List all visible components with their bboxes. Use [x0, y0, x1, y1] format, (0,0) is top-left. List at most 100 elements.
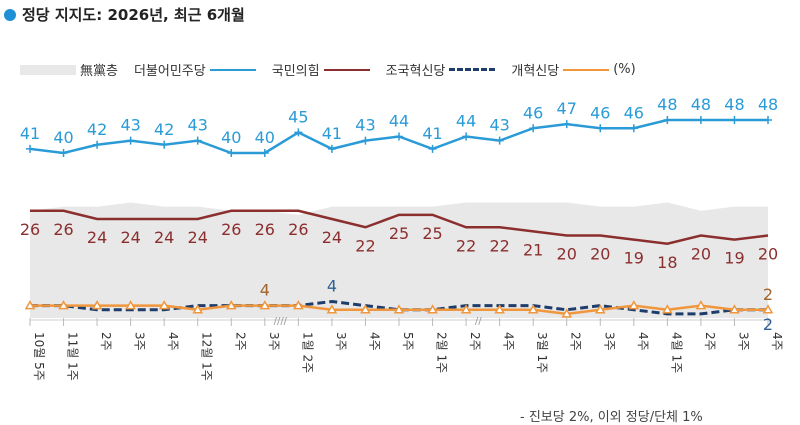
data-label: 4 [260, 281, 270, 300]
axis-break: // [475, 316, 482, 327]
data-label: 47 [557, 99, 577, 118]
legend-label: 조국혁신당 [385, 64, 446, 79]
data-label: 43 [355, 116, 375, 135]
legend-label: 無黨층 [80, 64, 118, 79]
data-label: 45 [288, 107, 308, 126]
area-no-party [30, 202, 768, 318]
legend-label: 개혁신당 [511, 64, 560, 79]
data-point [91, 300, 103, 310]
data-label: 24 [154, 228, 174, 247]
data-label: 46 [624, 103, 644, 122]
x-tick-label: 2주 [703, 332, 717, 351]
x-tick-label: 3주 [334, 332, 348, 351]
data-label: 48 [758, 95, 778, 114]
data-label: 25 [422, 224, 442, 243]
data-label: 44 [456, 112, 476, 131]
data-point [192, 304, 204, 314]
x-tick-label: 3주 [736, 332, 750, 351]
series-line-3 [30, 299, 768, 316]
data-label: 24 [120, 228, 140, 247]
data-point [662, 304, 673, 314]
data-point [494, 304, 505, 314]
legend-swatch [449, 68, 496, 71]
data-point [393, 304, 405, 314]
data-point [158, 300, 170, 310]
data-label: 24 [188, 228, 208, 247]
data-label: 46 [590, 103, 610, 122]
data-label: 41 [322, 124, 342, 143]
data-label: 19 [724, 249, 744, 268]
series-line-2 [30, 209, 769, 246]
data-point [26, 144, 34, 153]
x-tick-label: 3주 [267, 332, 281, 351]
data-point [294, 128, 303, 137]
data-point [360, 304, 371, 314]
data-label: 48 [724, 95, 744, 114]
legend-swatch [20, 64, 76, 75]
data-label: 43 [489, 116, 509, 135]
legend-item: 국민의힘 [272, 60, 370, 79]
data-label: 26 [20, 220, 40, 239]
x-tick-label: 10월 5주 [32, 332, 46, 381]
legend-item: 조국혁신당 [386, 60, 496, 79]
legend-swatch [209, 68, 256, 71]
data-label: 26 [53, 220, 73, 239]
legend-swatch [323, 68, 370, 71]
x-tick-label: 3월 1주 [535, 332, 549, 373]
data-label: 48 [657, 95, 677, 114]
x-tick-label: 4주 [770, 332, 784, 351]
data-point [561, 308, 573, 318]
data-point [460, 304, 472, 314]
data-point [395, 132, 403, 141]
data-label: 26 [255, 220, 275, 239]
data-label: 19 [624, 249, 644, 268]
x-tick-label: 1월 2주 [300, 332, 314, 373]
data-point [193, 136, 202, 145]
data-point [663, 116, 672, 124]
title-text: 정당 지지도: 2026년, 최근 6개월 [22, 6, 245, 24]
x-tick-label: 2주 [569, 332, 583, 351]
data-label: 21 [523, 240, 543, 259]
data-point [327, 144, 336, 153]
data-point [59, 149, 68, 157]
legend-item: 더불어민주당 [134, 60, 256, 79]
data-label: 25 [389, 224, 409, 243]
data-point [696, 116, 705, 124]
legend-item: 개혁신당 [511, 60, 610, 79]
data-point [428, 144, 437, 153]
data-point [762, 304, 774, 314]
legend-label: 국민의힘 [271, 64, 320, 79]
data-label: 41 [20, 124, 40, 143]
data-label: 26 [288, 220, 308, 239]
x-tick-label: 4주 [636, 332, 650, 351]
x-tick-label: 4주 [502, 332, 516, 351]
data-point [361, 136, 370, 145]
x-tick-label: 11월 1주 [66, 332, 80, 381]
data-point [462, 132, 471, 141]
data-label: 24 [87, 228, 107, 247]
data-label: 26 [221, 220, 241, 239]
x-tick-label: 2주 [233, 332, 247, 351]
data-label: 20 [691, 245, 711, 264]
data-point [628, 300, 640, 310]
data-point [225, 300, 237, 310]
x-tick-label: 2주 [468, 332, 482, 351]
data-label: 20 [590, 245, 610, 264]
data-point [695, 300, 707, 310]
data-label: 20 [557, 245, 577, 264]
x-tick-label: 5주 [401, 332, 415, 351]
data-label: 40 [53, 128, 73, 147]
data-label: 18 [657, 253, 677, 272]
chart-title: 정당 지지도: 2026년, 최근 6개월 [4, 4, 245, 25]
data-point [126, 136, 135, 145]
data-label: 20 [758, 245, 778, 264]
legend-swatch [563, 68, 610, 71]
x-tick-label: 4주 [367, 332, 381, 351]
data-point [160, 140, 169, 149]
axis-break: //// [274, 316, 288, 327]
legend: 無黨층 더불어민주당 국민의힘 조국혁신당 개혁신당 (%) [20, 60, 636, 79]
data-point [326, 304, 338, 314]
x-tick-label: 3주 [133, 332, 147, 351]
data-label: 2 [763, 315, 773, 334]
